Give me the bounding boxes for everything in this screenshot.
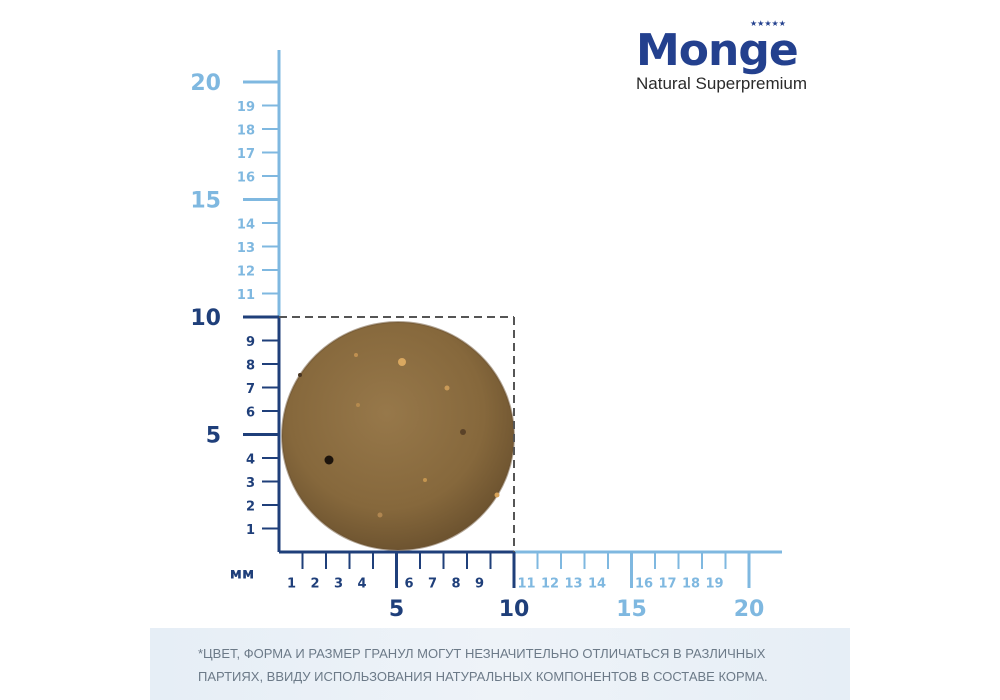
y-tick-label-20: 20 [190,71,221,96]
disclaimer-text: *ЦВЕТ, ФОРМА И РАЗМЕР ГРАНУЛ МОГУТ НЕЗНА… [198,646,768,684]
x-tick-label-12: 12 [541,577,559,592]
tick-labels: 1122334466778899111112121313141416161717… [190,71,764,622]
brand-tagline: Natural Superpremium [636,74,808,93]
y-tick-label-8: 8 [246,359,255,374]
x-tick-label-19: 19 [705,577,723,592]
x-tick-label-16: 16 [635,577,653,592]
x-tick-label-14: 14 [588,577,606,592]
y-tick-label-19: 19 [237,100,255,115]
x-tick-label-20: 20 [734,597,765,622]
size-reference-box [279,316,515,552]
y-tick-label-5: 5 [206,424,221,449]
y-tick-label-7: 7 [246,382,255,397]
axes [243,50,782,588]
kibble-image [281,321,515,551]
y-tick-label-13: 13 [237,241,255,256]
y-tick-label-18: 18 [237,124,255,139]
x-tick-label-10: 10 [499,597,530,622]
x-tick-label-18: 18 [682,577,700,592]
x-tick-label-8: 8 [451,577,460,592]
unit-label: мм [230,565,255,583]
x-tick-label-4: 4 [357,577,366,592]
y-tick-label-9: 9 [246,335,255,350]
x-tick-label-9: 9 [475,577,484,592]
brand-stars: ★★★★★ [750,19,786,28]
x-tick-label-1: 1 [287,577,296,592]
x-tick-label-15: 15 [616,597,647,622]
y-tick-label-10: 10 [190,306,221,331]
x-tick-label-5: 5 [389,597,404,622]
x-tick-label-6: 6 [404,577,413,592]
y-tick-label-3: 3 [246,476,255,491]
x-tick-label-2: 2 [310,577,319,592]
y-tick-label-1: 1 [246,523,255,538]
x-tick-label-11: 11 [517,577,535,592]
x-tick-label-17: 17 [658,577,676,592]
y-tick-label-17: 17 [237,147,255,162]
x-tick-label-13: 13 [564,577,582,592]
y-tick-label-12: 12 [237,265,255,280]
brand-name: Monge [636,25,799,76]
brand-logo: Monge ★★★★★ Natural Superpremium [636,19,826,94]
y-tick-label-4: 4 [246,453,255,468]
y-tick-label-11: 11 [237,288,255,303]
y-tick-label-2: 2 [246,500,255,515]
y-tick-label-15: 15 [190,189,221,214]
y-tick-label-16: 16 [237,171,255,186]
x-tick-label-7: 7 [428,577,437,592]
y-tick-label-6: 6 [246,406,255,421]
disclaimer-panel: *ЦВЕТ, ФОРМА И РАЗМЕР ГРАНУЛ МОГУТ НЕЗНА… [150,628,850,700]
y-tick-label-14: 14 [237,218,255,233]
x-tick-label-3: 3 [334,577,343,592]
